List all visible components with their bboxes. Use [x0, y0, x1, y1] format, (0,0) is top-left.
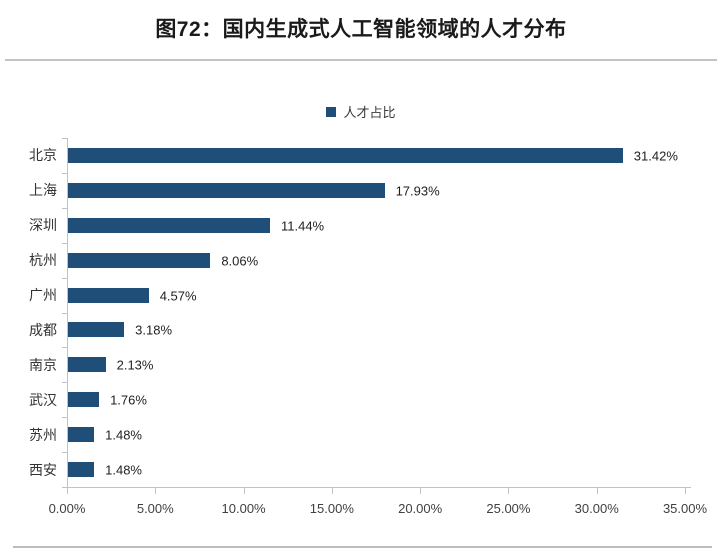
x-axis-tick	[508, 487, 510, 494]
y-axis-tick	[62, 207, 67, 209]
y-axis-tick	[62, 347, 67, 349]
bar	[68, 322, 125, 338]
bar-value-label: 2.13%	[116, 357, 154, 373]
bar-value-label: 17.93%	[395, 183, 440, 199]
bottom-divider	[13, 546, 712, 548]
bar	[68, 357, 106, 373]
y-axis-tick	[62, 417, 67, 419]
category-label: 广州	[29, 287, 57, 304]
category-label: 杭州	[29, 252, 57, 269]
x-axis-tick	[596, 487, 598, 494]
x-tick-label: 25.00%	[486, 501, 531, 516]
x-axis-tick	[331, 487, 333, 494]
x-axis-line	[67, 487, 691, 488]
bar-value-label: 1.48%	[105, 427, 142, 443]
x-tick-label: 15.00%	[309, 501, 354, 516]
y-axis-tick	[62, 487, 67, 488]
bar-value-label: 8.06%	[221, 253, 259, 269]
category-label: 深圳	[29, 217, 57, 234]
bar-value-label: 4.57%	[159, 288, 197, 304]
category-label: 武汉	[29, 391, 57, 408]
category-label: 南京	[29, 356, 57, 373]
x-axis-tick	[685, 487, 686, 494]
category-label: 成都	[29, 321, 57, 338]
y-axis-tick	[62, 242, 67, 244]
category-label: 北京	[29, 147, 57, 164]
title-divider	[5, 59, 717, 61]
y-axis-tick	[62, 312, 67, 314]
y-axis-line	[67, 138, 68, 487]
category-label: 苏州	[29, 426, 57, 443]
legend-label: 人才占比	[343, 105, 396, 120]
bar-value-label: 3.18%	[135, 322, 173, 338]
y-axis-tick	[62, 172, 67, 174]
y-axis-tick	[62, 452, 67, 454]
x-tick-label: 0.00%	[48, 501, 86, 516]
x-tick-label: 20.00%	[398, 501, 443, 516]
bar	[68, 462, 95, 478]
bar-value-label: 1.48%	[105, 462, 142, 478]
bar	[68, 427, 95, 443]
x-axis-tick	[67, 487, 68, 494]
bar-value-label: 11.44%	[280, 218, 325, 234]
x-axis-tick	[243, 487, 245, 494]
legend: 人才占比	[0, 102, 722, 121]
category-label: 上海	[29, 182, 57, 199]
bar-value-label: 1.76%	[110, 392, 147, 408]
bar	[68, 252, 211, 268]
y-axis-tick	[62, 138, 67, 139]
category-label: 西安	[29, 461, 57, 478]
bar	[68, 147, 623, 163]
x-axis-tick	[155, 487, 157, 494]
bar-value-label: 31.42%	[633, 148, 678, 164]
bar	[68, 392, 100, 408]
y-axis-tick	[62, 382, 67, 384]
bar	[68, 217, 270, 233]
x-tick-label: 35.00%	[662, 501, 708, 516]
y-axis-tick	[62, 277, 67, 279]
x-tick-label: 10.00%	[221, 501, 266, 516]
chart-title: 图72：国内生成式人工智能领域的人才分布	[155, 18, 567, 41]
x-tick-label: 30.00%	[574, 501, 619, 516]
bar	[68, 182, 385, 198]
x-tick-label: 5.00%	[136, 501, 174, 516]
x-axis-tick	[420, 487, 422, 494]
bar	[68, 287, 149, 303]
legend-swatch-icon	[326, 106, 337, 117]
